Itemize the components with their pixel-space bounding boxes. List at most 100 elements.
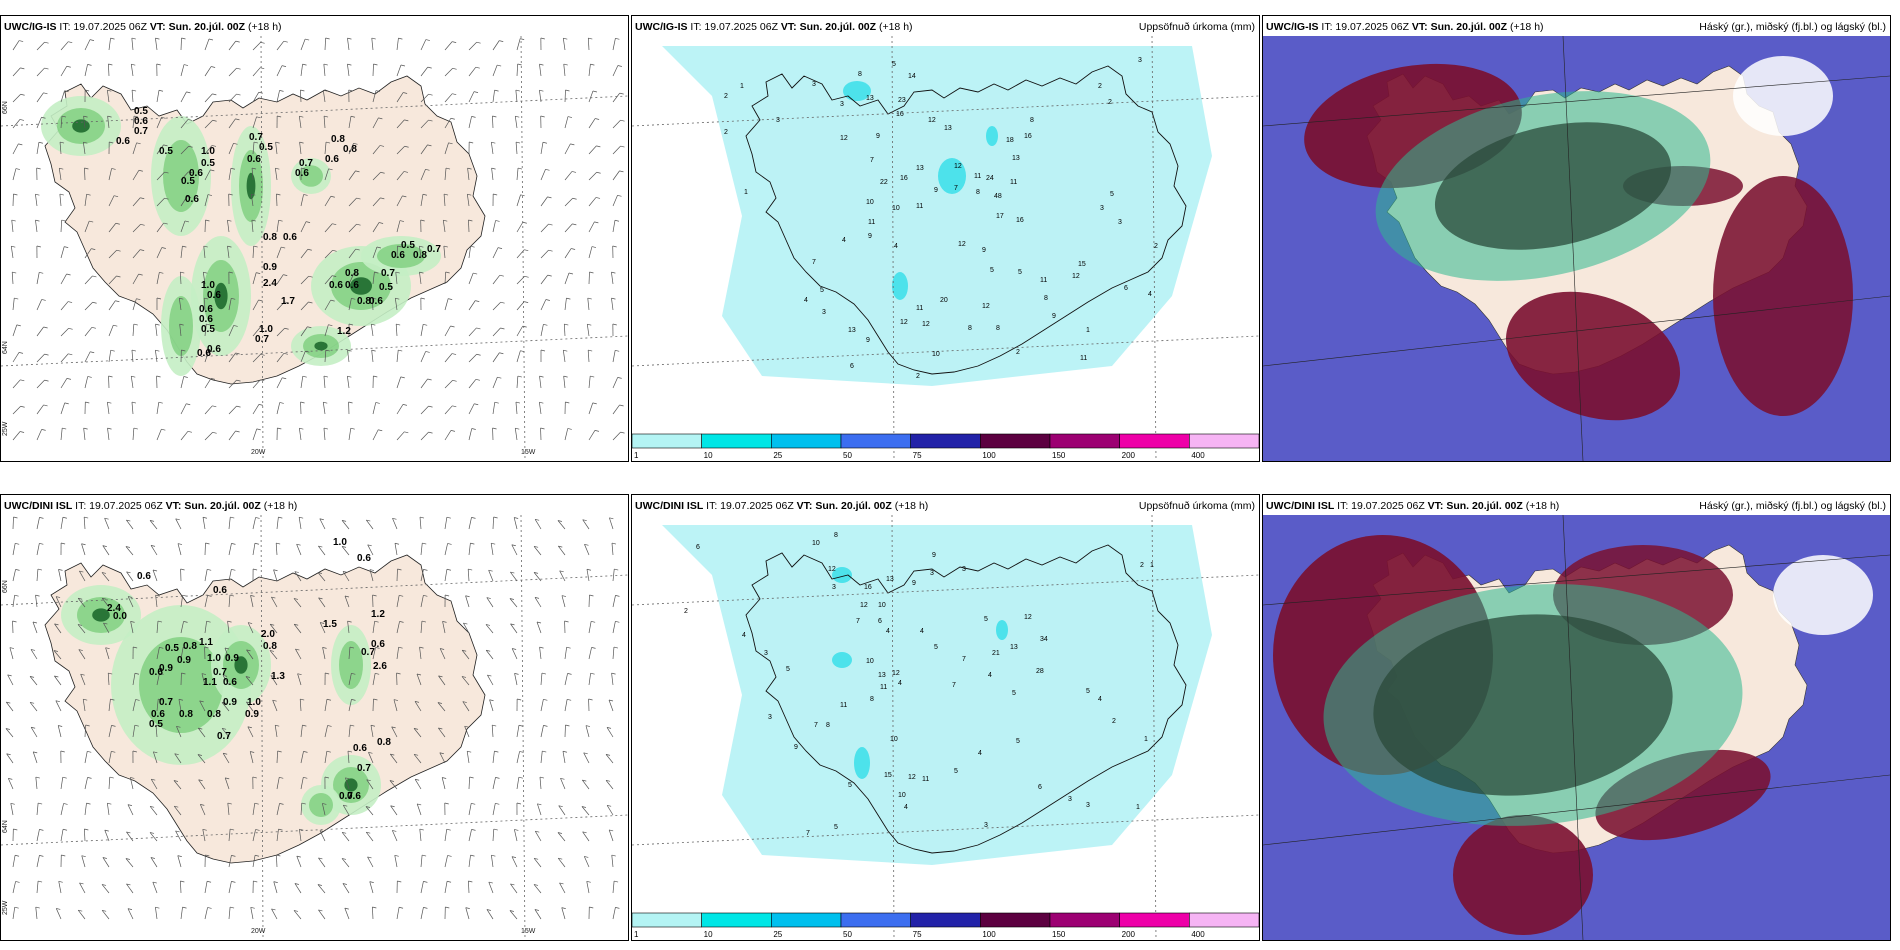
wind-barb-flag <box>211 145 217 147</box>
wind-barb-flag <box>247 726 252 729</box>
high-cloud-area <box>1453 815 1593 935</box>
wind-barb-flag <box>548 249 553 252</box>
wind-barb <box>420 881 424 894</box>
lead-time: (+18 h) <box>878 21 913 33</box>
wind-barb-flag <box>400 64 406 67</box>
wind-barb <box>12 324 18 337</box>
graticule-line <box>1562 36 1584 461</box>
wind-barb <box>587 350 590 363</box>
wind-barb-flag <box>450 117 455 120</box>
wind-barb-flag <box>438 675 443 678</box>
wind-barb <box>444 325 451 337</box>
wind-barb-flag <box>373 698 378 701</box>
gust-value-label: 0.5 <box>159 146 173 157</box>
wind-barb-flag <box>11 219 16 222</box>
wind-barb <box>127 596 134 608</box>
wind-barb-flag <box>349 646 355 649</box>
wind-barb <box>130 64 134 77</box>
wind-barb <box>612 220 616 233</box>
wind-barb <box>371 350 374 363</box>
wind-barb-flag <box>36 245 41 248</box>
wind-barb <box>204 350 210 363</box>
wind-barb <box>36 41 45 51</box>
wind-barb-flag <box>323 115 329 118</box>
precip-value-label: 12 <box>928 117 936 124</box>
colorbar-label: 10 <box>704 451 713 460</box>
wind-barb <box>36 569 39 582</box>
colorbar-label: 1 <box>634 451 639 460</box>
panel-header: UWC/IG-IS IT: 19.07.2025 06Z VT: Sun. 20… <box>635 19 1255 35</box>
wind-barb-flag <box>375 672 380 675</box>
graticule-line <box>260 515 264 940</box>
wind-barb <box>516 777 520 790</box>
wind-barb-flag <box>107 401 112 404</box>
wind-barb-flag <box>108 375 113 378</box>
wind-barb-flag <box>79 570 84 573</box>
wind-barb-flag <box>236 405 241 408</box>
wind-barb <box>372 673 376 686</box>
wind-barb-flag <box>491 542 496 545</box>
wind-barb <box>444 405 453 415</box>
wind-barb <box>317 572 326 582</box>
panel-header: UWC/DINI ISL IT: 19.07.2025 06Z VT: Sun.… <box>635 498 1255 514</box>
wind-barb <box>108 249 117 259</box>
wind-barb-flag <box>402 195 407 198</box>
precip-heavy-area <box>996 620 1008 640</box>
wind-barb <box>539 64 542 77</box>
wind-barb-flag <box>473 272 478 275</box>
graticule-line <box>1263 774 1890 846</box>
precip-value-label: 9 <box>794 744 798 751</box>
precip-value-label: 8 <box>834 532 838 539</box>
gust-area-mid <box>163 140 199 212</box>
wind-barb-flag <box>275 724 280 727</box>
wind-barb-flag <box>182 906 187 909</box>
wind-barb <box>396 38 399 51</box>
wind-barb-flag <box>611 542 617 545</box>
wind-barb <box>588 647 592 660</box>
wind-barb-flag <box>332 249 337 252</box>
wind-barb <box>323 428 326 441</box>
wind-barb-flag <box>517 63 522 66</box>
longitude-label: 15W <box>521 928 536 935</box>
wind-barb <box>60 66 68 77</box>
colorbar-swatch <box>980 912 1051 928</box>
wind-barb <box>249 751 254 764</box>
wind-barb <box>84 168 86 181</box>
wind-barb-flag <box>187 196 192 198</box>
precip-value-label: 5 <box>892 61 896 68</box>
wind-barb-flag <box>534 857 539 860</box>
wind-barb-flag <box>299 141 304 144</box>
wind-barb-flag <box>395 297 400 300</box>
wind-barb <box>84 220 90 233</box>
wind-barb-flag <box>325 141 331 144</box>
wind-barb-flag <box>438 727 443 730</box>
wind-barb-flag <box>427 378 432 381</box>
wind-barb <box>563 64 566 77</box>
wind-barb-flag <box>202 828 207 831</box>
wind-barb-flag <box>371 37 376 40</box>
wind-barb-flag <box>439 752 444 755</box>
wind-barb-flag <box>60 542 66 545</box>
wind-barb-flag <box>539 63 544 66</box>
wind-barb-flag <box>295 648 300 651</box>
wind-barb <box>468 403 475 415</box>
wind-barb-flag <box>565 724 570 727</box>
wind-barb-flag <box>13 516 18 519</box>
wind-barb-flag <box>619 404 624 407</box>
wind-barb-flag <box>619 92 624 95</box>
wind-barb-flag <box>152 569 158 572</box>
wind-barb-flag <box>54 623 59 626</box>
wind-barb-flag <box>305 38 310 41</box>
wind-barb-flag <box>515 89 520 92</box>
wind-barb-flag <box>371 323 376 326</box>
wind-barb-flag <box>543 324 548 326</box>
precip-value-label: 13 <box>1012 155 1020 162</box>
wind-barb-flag <box>83 427 88 430</box>
wind-barb <box>132 725 136 738</box>
precip-value-label: 11 <box>916 305 923 312</box>
wind-barb <box>389 780 398 790</box>
wind-barb-flag <box>271 908 276 911</box>
wind-barb-flag <box>20 405 25 408</box>
wind-barb-flag <box>39 517 44 519</box>
wind-barb-flag <box>583 752 588 755</box>
